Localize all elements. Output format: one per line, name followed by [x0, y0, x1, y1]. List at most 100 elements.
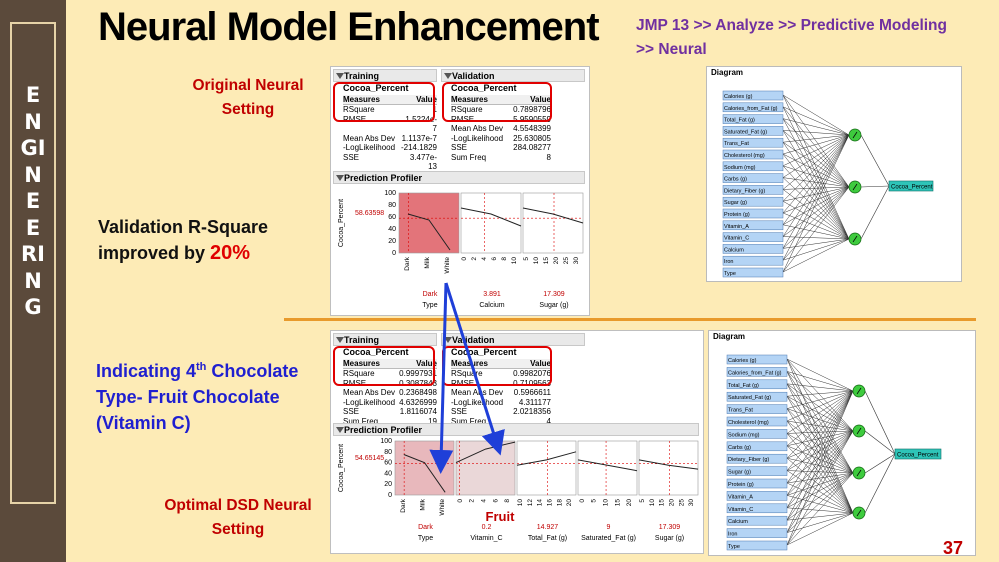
network-edge: [786, 430, 854, 533]
stat-value: 3.477e-13: [409, 152, 437, 172]
network-edge: [782, 118, 850, 240]
y-tick-label: 40: [388, 226, 396, 233]
input-node-label: Total_Fat (g): [724, 118, 755, 124]
y-tick-label: 60: [384, 460, 392, 467]
input-node: [726, 391, 788, 402]
network-edge: [786, 472, 854, 521]
bottom-profiler-header[interactable]: Prediction Profiler: [333, 423, 699, 436]
bottom-validation-header[interactable]: Validation: [441, 333, 585, 346]
input-node: [726, 379, 788, 390]
x-tick-label: 5: [591, 499, 598, 503]
bottom-training-header[interactable]: Training: [333, 333, 437, 346]
network-edge: [782, 134, 850, 273]
profiler-cell: [460, 192, 522, 254]
network-edge: [786, 371, 854, 432]
stats-row: RMSE 0.3087843: [343, 379, 437, 389]
network-edge: [782, 212, 850, 240]
top-network-diagram: Calories (g) Calories_from_Fat (g) Total_F…: [722, 90, 934, 278]
network-edge: [782, 94, 850, 188]
network-edge: [782, 177, 850, 188]
divider-line: [284, 318, 976, 321]
x-variable-label: Sugar (g): [655, 535, 684, 542]
x-tick-label: Milk: [420, 498, 427, 510]
input-node-label: Sodium (mg): [724, 165, 756, 171]
input-node: [722, 126, 784, 136]
network-edge: [782, 189, 850, 240]
network-edge: [786, 430, 854, 521]
network-edge: [864, 453, 896, 474]
network-edge: [786, 395, 854, 432]
output-node: [894, 448, 942, 460]
y-tick-label: 100: [380, 438, 392, 445]
optimal-label-line1: Optimal DSD Neural: [164, 497, 312, 514]
stat-value: 1.5224e-7: [405, 114, 437, 134]
input-node: [726, 491, 788, 501]
input-node-label: Dietary_Fiber (g): [724, 188, 765, 194]
stat-measure: SSE: [451, 407, 468, 416]
top-profiler-header[interactable]: Prediction Profiler: [333, 171, 585, 184]
x-tick-label: White: [439, 499, 446, 516]
vertical-letter: GI: [20, 136, 46, 160]
network-edge: [786, 430, 854, 484]
network-edge: [782, 238, 850, 249]
x-tick-label: Dark: [404, 256, 411, 270]
input-node-label: Vitamin_C: [728, 507, 753, 513]
network-edge: [782, 186, 850, 273]
input-node-label: Sodium (mg): [728, 432, 760, 438]
input-node: [722, 267, 784, 278]
input-node: [722, 208, 784, 219]
stat-value: 5.9590559: [513, 114, 551, 124]
stat-value: 4.5548399: [513, 124, 551, 133]
network-edge: [786, 383, 854, 474]
network-edge: [782, 186, 850, 214]
x-tick-label: 0: [457, 499, 464, 503]
validation-note-line1: Validation R-Square: [98, 217, 269, 237]
network-edge: [786, 445, 854, 474]
network-edge: [786, 390, 854, 533]
stat-value: 25.630805: [513, 133, 551, 143]
stats-row: RSquare 0.7898796: [451, 105, 551, 115]
network-edge: [782, 177, 850, 240]
network-edge: [782, 153, 850, 188]
input-node: [726, 540, 788, 551]
network-edge: [786, 390, 854, 496]
network-edge: [786, 390, 854, 508]
stat-value: 0.9997931: [399, 369, 437, 378]
network-edge: [786, 430, 854, 447]
vertical-letter: N: [24, 268, 42, 293]
network-edge: [782, 165, 850, 188]
input-node: [722, 255, 784, 266]
stats-row: SSE 1.8116074: [343, 407, 437, 417]
network-edge: [782, 134, 850, 190]
input-node: [726, 515, 788, 526]
stats-row: -LogLikelihood 25.630805: [451, 134, 551, 144]
x-tick-label: 15: [659, 499, 666, 507]
input-node: [722, 161, 784, 172]
network-edge: [786, 430, 854, 546]
x-tick-label: 4: [481, 499, 488, 503]
vertical-letter: RI: [21, 242, 45, 266]
network-edge: [782, 186, 850, 261]
network-edge: [786, 430, 854, 434]
top-training-header[interactable]: Training: [333, 69, 437, 82]
network-edge: [786, 433, 854, 474]
input-node: [726, 503, 788, 514]
x-tick-label: White: [444, 257, 451, 274]
network-edge: [782, 224, 850, 240]
stat-value: 0.7109563: [513, 378, 551, 388]
indicating-note: Indicating 4th Chocolate Type- Fruit Cho…: [96, 354, 316, 436]
x-tick-label: 16: [546, 499, 553, 507]
profiler-trace: [460, 207, 522, 227]
y-current-value: 54.65145: [355, 455, 384, 462]
input-node: [726, 429, 788, 439]
input-node: [722, 90, 784, 101]
input-node: [722, 185, 784, 195]
optimal-label-line2: Setting: [211, 521, 265, 538]
y-tick-label: 80: [388, 202, 396, 209]
stat-value: 0.2368498: [399, 388, 437, 397]
network-edge: [782, 153, 850, 240]
top-validation-header[interactable]: Validation: [441, 69, 585, 82]
network-edge: [782, 134, 850, 178]
output-node-label: Cocoa_Percent: [891, 185, 933, 191]
